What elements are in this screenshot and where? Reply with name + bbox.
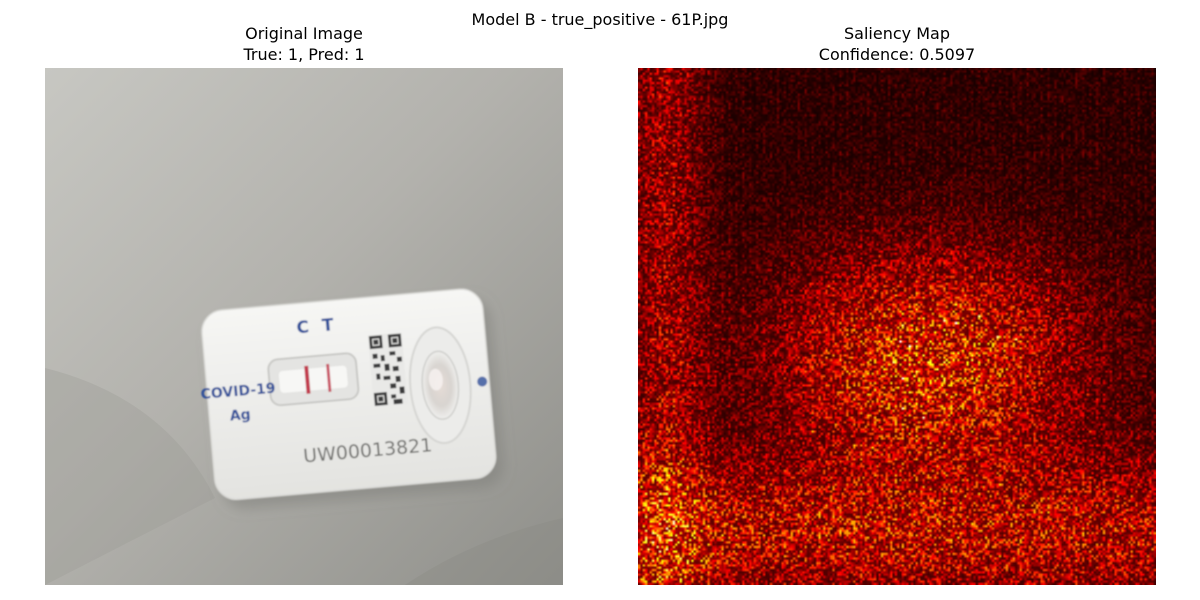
original-image-title: Original Image True: 1, Pred: 1 [45, 23, 563, 65]
test-line [326, 363, 332, 392]
figure-title: Model B - true_positive - 61P.jpg [471, 10, 729, 29]
saliency-map-title: Saliency Map Confidence: 0.5097 [638, 23, 1156, 65]
test-marker: T [321, 315, 335, 336]
saliency-map [638, 68, 1156, 585]
original-image-heading: Original Image [245, 24, 363, 43]
control-marker: C [296, 317, 310, 338]
saliency-map-subtitle: Confidence: 0.5097 [818, 45, 976, 64]
cloth-shadow-right [405, 518, 563, 585]
test-cassette: C T COVID-19 Ag [200, 288, 504, 509]
sample-marker [477, 376, 488, 387]
ag-label: Ag [229, 407, 251, 425]
control-line [304, 365, 311, 394]
original-image: C T COVID-19 Ag [45, 68, 563, 585]
original-image-photo: C T COVID-19 Ag [45, 68, 563, 585]
original-image-subtitle: True: 1, Pred: 1 [243, 45, 365, 64]
cloth-shadow [45, 368, 215, 585]
qr-code [367, 332, 408, 408]
covid-label: COVID-19 [200, 381, 276, 403]
saliency-map-heading: Saliency Map [844, 24, 950, 43]
saliency-heatmap [638, 68, 1156, 585]
